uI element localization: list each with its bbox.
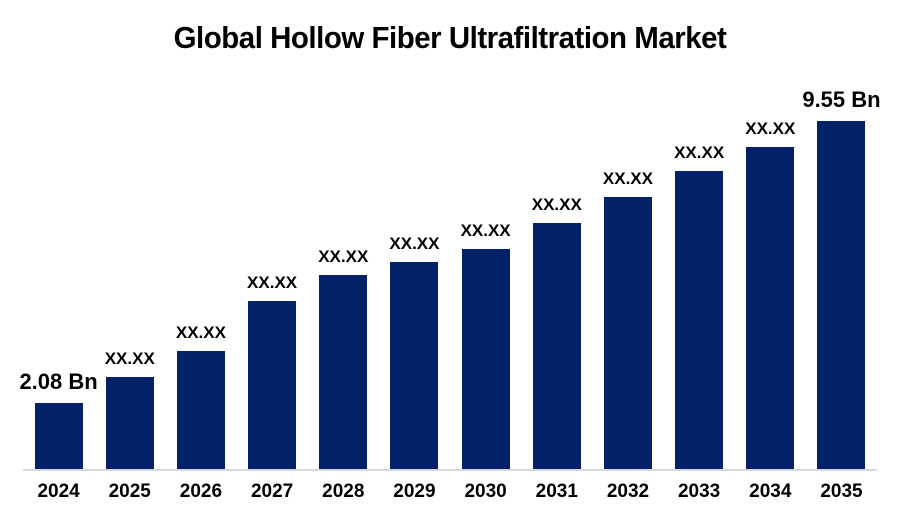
bar-group-2035: 9.55 Bn: [802, 0, 881, 469]
x-axis-line: [23, 469, 877, 471]
x-tick-2035: 2035: [820, 481, 863, 502]
bar-2029: [390, 262, 439, 469]
value-label-2035: 9.55 Bn: [802, 87, 881, 112]
bar-2034: [746, 147, 795, 469]
bar-group-2033: XX.XX: [664, 0, 735, 469]
value-label-2028: XX.XX: [318, 247, 369, 266]
bar-2033: [675, 171, 724, 469]
x-tick-2025: 2025: [108, 481, 151, 502]
x-tick-2024: 2024: [37, 481, 80, 502]
bar-2025: [105, 377, 154, 469]
x-tick-2026: 2026: [179, 481, 223, 502]
x-tick-2032: 2032: [606, 481, 650, 502]
value-label-2033: XX.XX: [674, 143, 725, 162]
bar-group-2026: XX.XX: [165, 0, 236, 469]
bar-2028: [319, 275, 368, 469]
value-label-2030: XX.XX: [460, 221, 511, 240]
value-label-2025: XX.XX: [104, 349, 155, 368]
x-tick-2028: 2028: [322, 481, 365, 502]
bar-2030: [461, 249, 510, 469]
value-label-2031: XX.XX: [531, 195, 582, 214]
value-label-2024: 2.08 Bn: [19, 369, 98, 394]
bar-2024: [34, 403, 83, 469]
value-label-2029: XX.XX: [389, 234, 440, 253]
bar-2032: [603, 197, 652, 469]
bar-group-2025: XX.XX: [94, 0, 165, 469]
bar-group-2034: XX.XX: [735, 0, 806, 469]
value-label-2027: XX.XX: [247, 273, 298, 292]
bar-2035: [817, 121, 866, 469]
x-tick-2033: 2033: [677, 481, 721, 502]
x-tick-2029: 2029: [393, 481, 436, 502]
x-tick-2027: 2027: [250, 481, 294, 502]
bar-group-2027: XX.XX: [237, 0, 308, 469]
bar-chart-plot: 2.08 Bn XX.XX XX.XX XX.XX XX.XX XX.XX XX.XX XX.…: [19, 0, 881, 469]
bar-group-2031: XX.XX: [521, 0, 592, 469]
value-label-2026: XX.XX: [175, 323, 226, 342]
x-tick-2034: 2034: [749, 481, 792, 502]
chart-title: Global Hollow Fiber Ultrafiltration Mark…: [173, 20, 727, 55]
bar-group-2029: XX.XX: [379, 0, 450, 469]
bar-group-2024: 2.08 Bn: [19, 0, 98, 469]
x-axis-labels: 2024 2025 2026 2027 2028 2029 2030 2031 2032 2033…: [23, 481, 877, 503]
bar-2026: [176, 351, 225, 469]
x-tick-2031: 2031: [535, 481, 578, 502]
x-tick-2030: 2030: [464, 481, 507, 502]
value-label-2034: XX.XX: [745, 119, 796, 138]
bar-2031: [532, 223, 581, 469]
value-label-2032: XX.XX: [602, 169, 653, 188]
bar-group-2030: XX.XX: [450, 0, 521, 469]
bar-2027: [248, 301, 297, 469]
bar-group-2032: XX.XX: [592, 0, 663, 469]
bar-group-2028: XX.XX: [308, 0, 379, 469]
